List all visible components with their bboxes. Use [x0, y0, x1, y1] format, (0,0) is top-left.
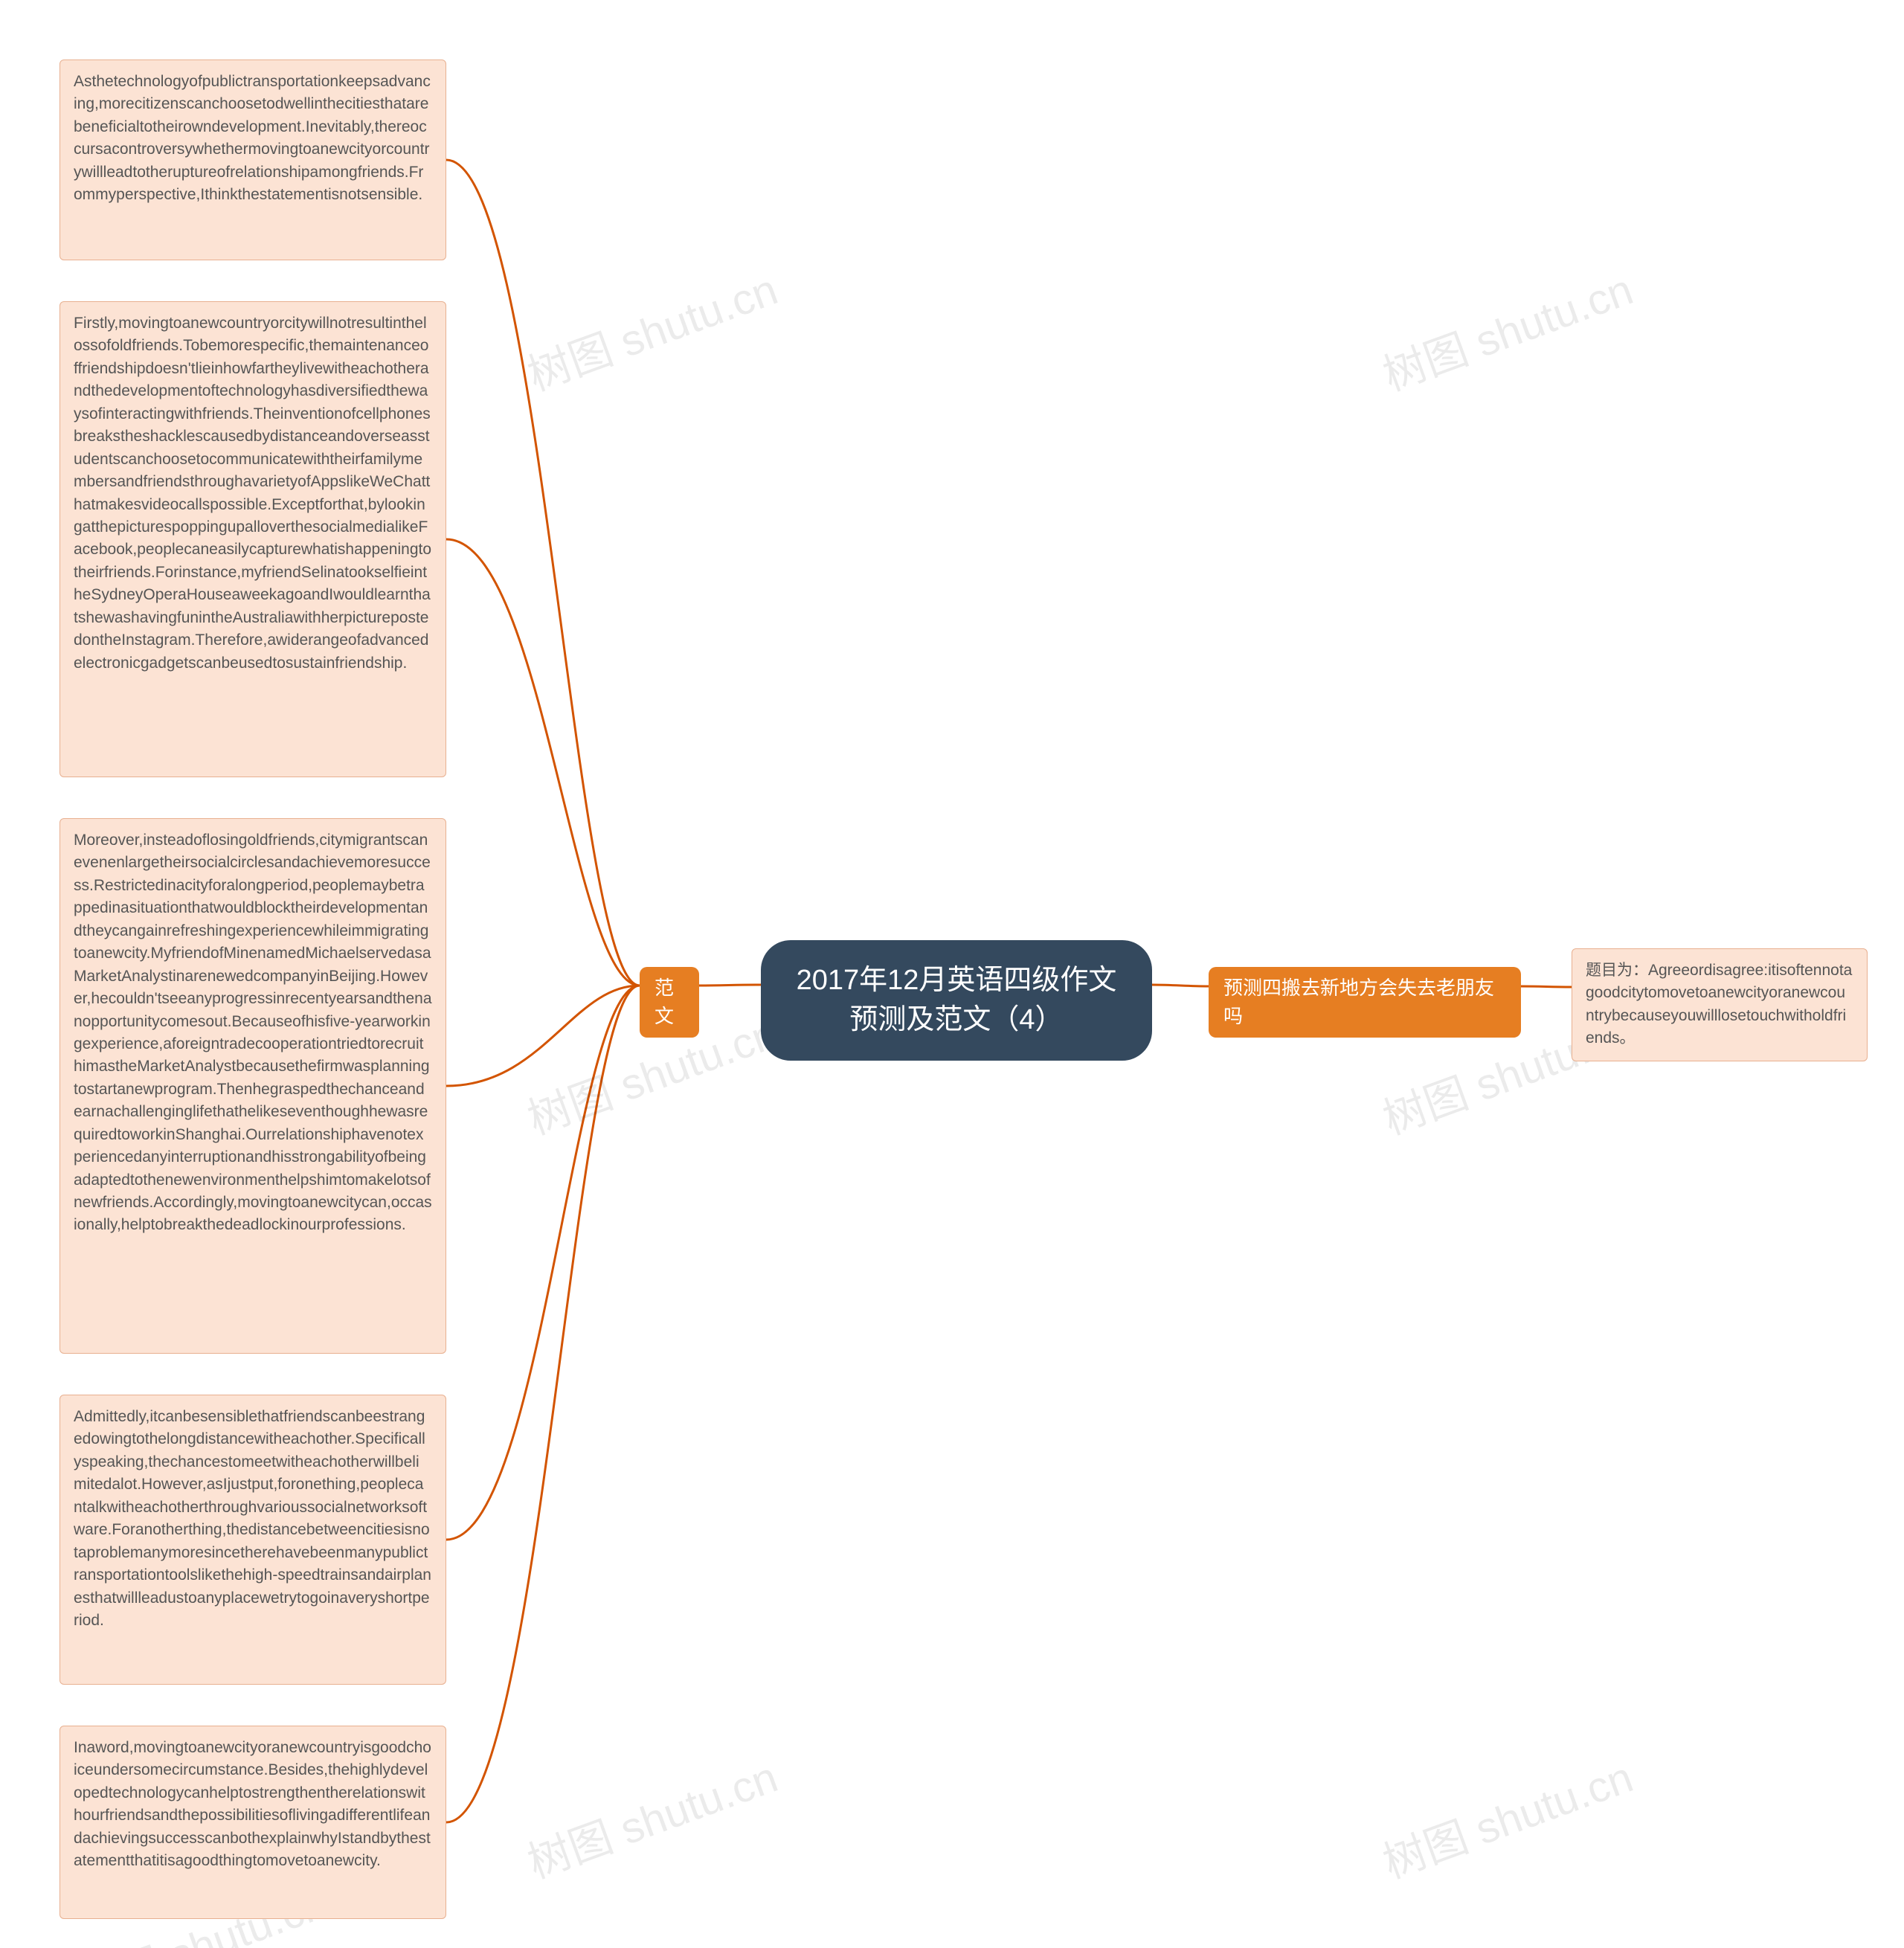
connector-path — [446, 986, 640, 1540]
left-leaf-node: Admittedly,itcanbesensiblethatfriendscan… — [60, 1395, 446, 1685]
center-line2: 预测及范文（4） — [788, 1000, 1125, 1040]
watermark-text: 树图 shutu.cn — [1373, 254, 1640, 402]
left-branch-node: 范文 — [640, 967, 699, 1038]
left-leaf-node: Inaword,movingtoanewcityoranewcountryisg… — [60, 1726, 446, 1919]
connector-path — [1152, 985, 1209, 986]
watermark-text: 树图 shutu.cn — [518, 1742, 785, 1890]
left-leaf-node: Firstly,movingtoanewcountryorcitywillnot… — [60, 301, 446, 777]
right-leaf-node: 题目为：Agreeordisagree:itisoftennotagoodcit… — [1572, 948, 1868, 1061]
right-branch-node: 预测四搬去新地方会失去老朋友吗 — [1209, 967, 1521, 1038]
center-line1: 2017年12月英语四级作文 — [788, 961, 1125, 1000]
connector-path — [446, 160, 640, 986]
watermark-text: 树图 shutu.cn — [1373, 1742, 1640, 1890]
connector-path — [446, 539, 640, 986]
connector-path — [1521, 986, 1572, 987]
left-leaf-node: Asthetechnologyofpublictransportationkee… — [60, 60, 446, 260]
mindmap-canvas: 树图 shutu.cn 树图 shutu.cn 树图 shutu.cn 树图 shut… — [0, 0, 1904, 1948]
left-leaf-node: Moreover,insteadoflosingoldfriends,citym… — [60, 818, 446, 1354]
connector-path — [446, 986, 640, 1822]
watermark-text: 树图 shutu.cn — [518, 254, 785, 402]
connector-path — [446, 986, 640, 1086]
center-node: 2017年12月英语四级作文 预测及范文（4） — [761, 940, 1152, 1061]
connector-path — [699, 985, 761, 986]
